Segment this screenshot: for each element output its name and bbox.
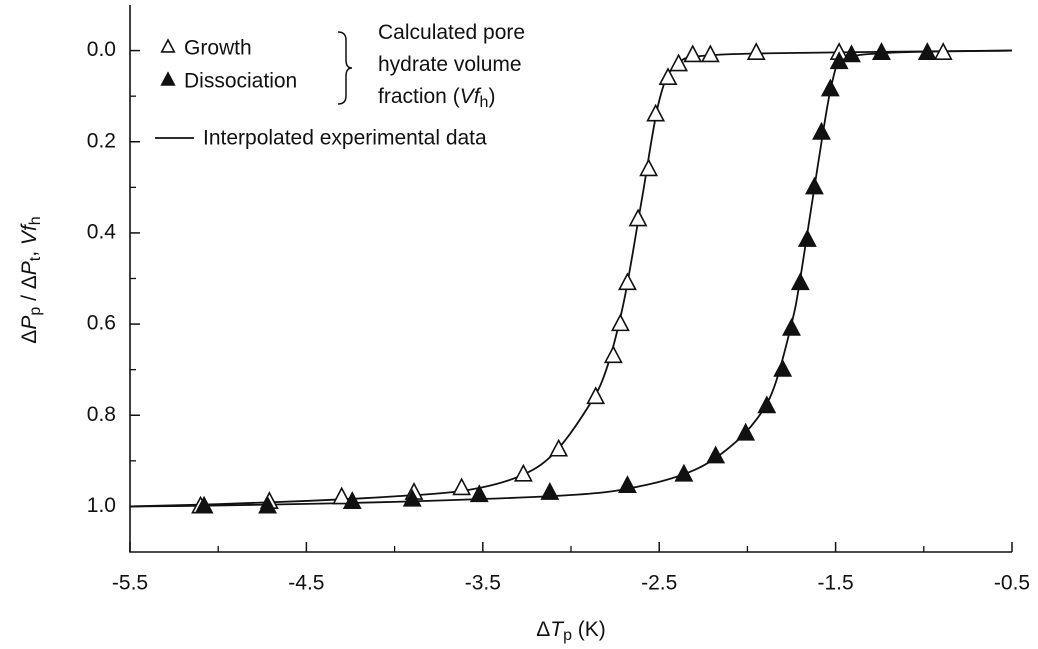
marker bbox=[646, 103, 666, 122]
fit-line bbox=[129, 49, 1013, 508]
marker bbox=[683, 44, 703, 63]
marker bbox=[842, 44, 861, 63]
label-part: / Δ bbox=[18, 275, 41, 307]
marker bbox=[402, 488, 422, 507]
y-tick-label: 0.0 bbox=[87, 38, 116, 61]
x-tick-label: -1.5 bbox=[818, 572, 854, 595]
label-part: p bbox=[563, 627, 572, 644]
marker bbox=[812, 121, 831, 140]
label-part: fraction ( bbox=[378, 85, 460, 108]
marker bbox=[513, 463, 533, 482]
marker bbox=[258, 495, 278, 514]
x-tick-label: -4.5 bbox=[288, 572, 324, 595]
label-part: Δ bbox=[536, 618, 550, 641]
marker bbox=[917, 42, 937, 60]
marker bbox=[610, 313, 630, 332]
marker bbox=[469, 484, 489, 503]
marker bbox=[332, 486, 352, 505]
marker bbox=[618, 475, 637, 494]
marker bbox=[820, 78, 840, 97]
y-axis-label: ΔPp / ΔPt, Vfh bbox=[18, 216, 45, 343]
label-part: Δ bbox=[18, 330, 41, 344]
marker bbox=[805, 176, 824, 195]
marker bbox=[194, 495, 214, 514]
marker bbox=[603, 345, 623, 364]
x-tick-label: -0.5 bbox=[994, 572, 1030, 595]
y-tick-label: 1.0 bbox=[87, 494, 116, 517]
label-part: p bbox=[27, 307, 44, 316]
label-part: Vf bbox=[460, 85, 482, 108]
marker bbox=[773, 358, 793, 377]
label-part: (K) bbox=[572, 618, 606, 641]
legend-brace bbox=[337, 31, 353, 105]
marker bbox=[540, 482, 560, 500]
marker bbox=[782, 317, 801, 336]
annotation: fraction (Vfh) bbox=[378, 85, 495, 112]
legend-label: Interpolated experimental data bbox=[203, 127, 487, 150]
marker bbox=[757, 395, 777, 414]
marker bbox=[639, 158, 659, 177]
marker bbox=[933, 42, 953, 60]
legend-label: Growth bbox=[184, 37, 252, 60]
annotation: hydrate volume bbox=[378, 53, 522, 76]
legend-label: Dissociation bbox=[184, 70, 297, 93]
y-tick-label: 0.4 bbox=[87, 220, 117, 243]
marker bbox=[618, 272, 637, 291]
marker bbox=[700, 44, 720, 63]
x-tick-label: -2.5 bbox=[641, 572, 677, 595]
marker bbox=[628, 208, 648, 227]
label-part: h bbox=[480, 94, 489, 111]
label-part: P bbox=[18, 316, 41, 330]
label-part: hydrate volume bbox=[378, 53, 522, 76]
label-part: , bbox=[18, 245, 41, 257]
y-tick-label: 0.2 bbox=[87, 129, 116, 152]
fit-line bbox=[129, 49, 1013, 508]
marker bbox=[736, 422, 756, 441]
x-tick-label: -5.5 bbox=[112, 572, 148, 595]
x-tick-label: -3.5 bbox=[465, 572, 501, 595]
y-tick-label: 0.6 bbox=[87, 312, 116, 335]
marker bbox=[549, 438, 569, 457]
marker bbox=[746, 42, 766, 60]
marker bbox=[674, 463, 694, 482]
x-axis-label: ΔTp (K) bbox=[536, 618, 606, 645]
marker bbox=[452, 477, 472, 496]
marker bbox=[669, 53, 689, 72]
label-part: ) bbox=[488, 85, 495, 108]
label-part: t bbox=[27, 256, 44, 261]
label-part: Vf bbox=[18, 223, 41, 245]
marker bbox=[658, 67, 678, 86]
legend-marker bbox=[160, 38, 176, 53]
marker bbox=[586, 386, 606, 405]
label-part: T bbox=[550, 618, 565, 641]
marker bbox=[797, 229, 817, 247]
label-part: h bbox=[27, 216, 44, 225]
marker bbox=[706, 445, 726, 464]
y-tick-label: 0.8 bbox=[87, 403, 116, 426]
marker bbox=[790, 272, 810, 291]
label-part: Calculated pore bbox=[378, 21, 525, 44]
label-part: P bbox=[18, 261, 41, 275]
marker bbox=[342, 491, 362, 509]
marker bbox=[872, 42, 891, 60]
legend-marker bbox=[160, 71, 176, 86]
annotation: Calculated pore bbox=[378, 21, 525, 44]
